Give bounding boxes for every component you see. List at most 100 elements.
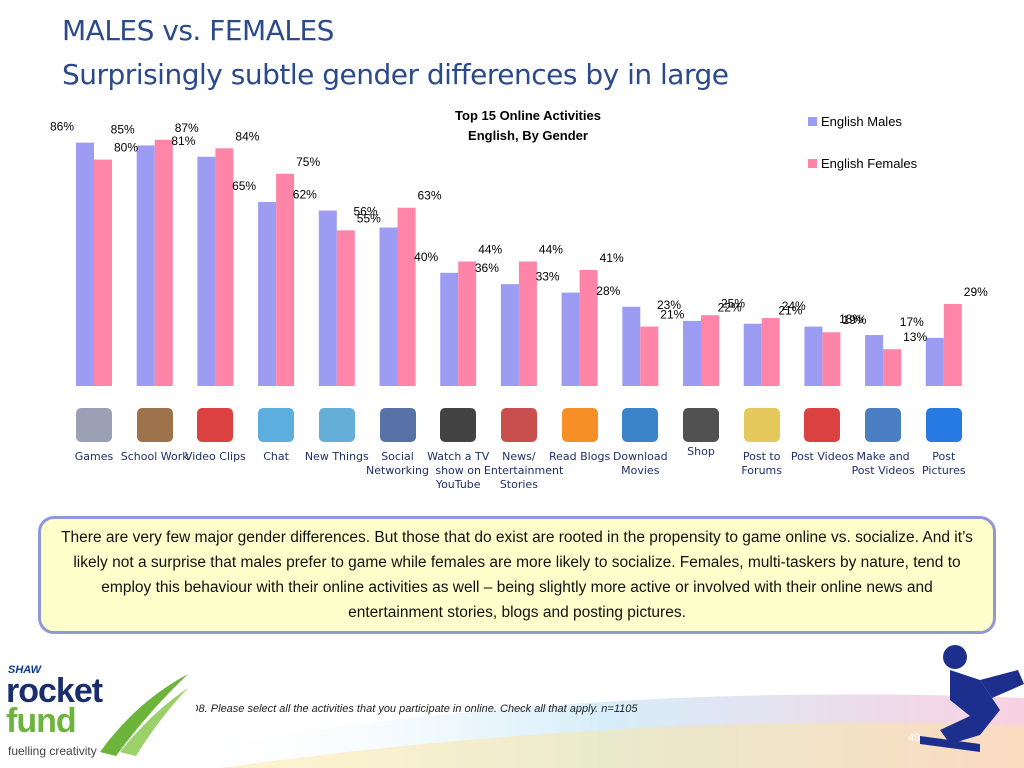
category-label-6: Watch a TV show on YouTube [427, 450, 490, 491]
tv-youtube-icon [440, 408, 477, 442]
category-label-2: Video Clips [184, 450, 246, 463]
bar-females-6 [458, 261, 477, 386]
bar-females-7 [518, 261, 537, 386]
bar-males-11 [743, 323, 762, 386]
value-label-females-4: 55% [357, 211, 381, 225]
facebook-icon [379, 408, 416, 442]
value-label-females-13: 13% [903, 330, 927, 344]
bar-females-0 [94, 159, 112, 386]
message-board-icon [743, 408, 780, 442]
bar-males-2 [197, 156, 216, 386]
category-label-11: Post to Forums [741, 450, 782, 477]
camera-icon [865, 408, 902, 442]
category-label-3: Chat [263, 450, 289, 463]
value-label-females-12: 19% [842, 313, 866, 327]
value-label-males-8: 33% [536, 270, 560, 284]
slide-subtitle: Surprisingly subtle gender differences b… [62, 58, 729, 91]
category-label-9: Download Movies [612, 450, 668, 477]
bar-females-11 [761, 318, 780, 386]
logo-word-fund: fund [6, 702, 77, 740]
value-label-females-5: 63% [418, 189, 442, 203]
value-label-females-1: 87% [175, 121, 199, 135]
bar-females-12 [822, 332, 841, 386]
bar-females-10 [701, 315, 719, 386]
category-label-4: New Things [304, 450, 369, 463]
learn-bulb-icon [318, 408, 355, 442]
value-label-males-3: 65% [232, 179, 256, 193]
value-label-females-2: 84% [235, 129, 259, 143]
value-label-females-0: 80% [114, 141, 138, 155]
bar-chart: Top 15 Online Activities English, By Gen… [50, 108, 988, 386]
bar-males-8 [561, 292, 580, 386]
books-apple-icon [136, 408, 173, 442]
value-label-males-6: 40% [414, 250, 438, 264]
bar-females-5 [397, 207, 416, 386]
bar-males-9 [622, 306, 641, 386]
film-icon [622, 408, 659, 442]
bar-males-3 [258, 202, 277, 386]
bar-males-4 [318, 210, 337, 386]
bar-males-13 [865, 335, 884, 386]
value-label-males-4: 62% [293, 188, 317, 202]
value-label-females-11: 24% [782, 299, 806, 313]
value-label-females-6: 44% [478, 242, 502, 256]
value-label-males-2: 81% [171, 134, 195, 148]
youtube-logo-icon [197, 408, 234, 442]
value-label-males-5: 56% [353, 205, 377, 219]
legend-swatch-males [808, 117, 817, 126]
value-label-females-14: 29% [964, 285, 988, 299]
category-label-5: Social Networking [366, 450, 429, 477]
category-label-12: Post Videos [790, 450, 854, 463]
decorative-swoosh [180, 645, 1024, 768]
slide-title: MALES vs. FEMALES [62, 14, 334, 47]
rocket-swoosh-icon [100, 674, 188, 756]
youtube-logo-icon [804, 408, 841, 442]
bar-females-13 [883, 349, 902, 386]
value-label-males-13: 18% [839, 312, 863, 326]
skateboarder-silhouette [920, 645, 1024, 752]
bar-males-0 [76, 142, 94, 386]
category-label-14: Post Pictures [922, 450, 966, 477]
value-label-males-0: 86% [50, 120, 74, 134]
value-label-females-10: 25% [721, 296, 745, 310]
value-label-females-7: 44% [539, 242, 563, 256]
value-label-males-12: 21% [778, 304, 802, 318]
bar-females-1 [154, 139, 173, 386]
chart-subtitle: English, By Gender [468, 128, 588, 143]
value-label-males-1: 85% [111, 122, 135, 136]
chart-title: Top 15 Online Activities [455, 108, 601, 123]
game-controller-icon [76, 408, 112, 442]
bar-females-9 [640, 326, 659, 386]
logo-brand: SHAW [8, 664, 41, 676]
bar-females-8 [579, 269, 598, 386]
bar-males-10 [683, 320, 701, 386]
category-label-13: Make and Post Videos [851, 450, 915, 477]
bar-females-14 [943, 303, 962, 386]
bar-females-4 [336, 230, 355, 386]
value-label-males-14: 17% [900, 315, 924, 329]
amazon-logo-icon [683, 408, 719, 442]
callout-text: There are very few major gender differen… [61, 529, 973, 621]
blogger-icon [561, 408, 598, 442]
value-label-males-9: 28% [596, 284, 620, 298]
footnote: Q8. Please select all the activities tha… [190, 703, 638, 715]
bar-males-6 [440, 272, 459, 386]
rocket-fund-logo: SHAW rocket fund fuelling creativity [0, 656, 196, 768]
logo-tagline: fuelling creativity [8, 744, 97, 758]
bars-group [76, 139, 962, 386]
callout-box: There are very few major gender differen… [38, 516, 996, 634]
bar-females-2 [215, 148, 234, 386]
category-label-7: News/ Entertainment Stories [483, 450, 564, 491]
category-label-10: Shop [687, 445, 715, 458]
value-label-females-8: 41% [600, 251, 624, 265]
value-label-females-9: 21% [660, 308, 684, 322]
bar-females-3 [276, 173, 295, 386]
bar-males-1 [136, 145, 155, 386]
chat-people-icon [258, 408, 295, 442]
category-label-0: Games [74, 450, 114, 463]
category-label-1: School Work [120, 450, 189, 463]
value-label-females-3: 75% [296, 155, 320, 169]
bar-males-5 [379, 227, 398, 386]
value-label-males-7: 36% [475, 261, 499, 275]
value-label-males-11: 22% [718, 301, 742, 315]
